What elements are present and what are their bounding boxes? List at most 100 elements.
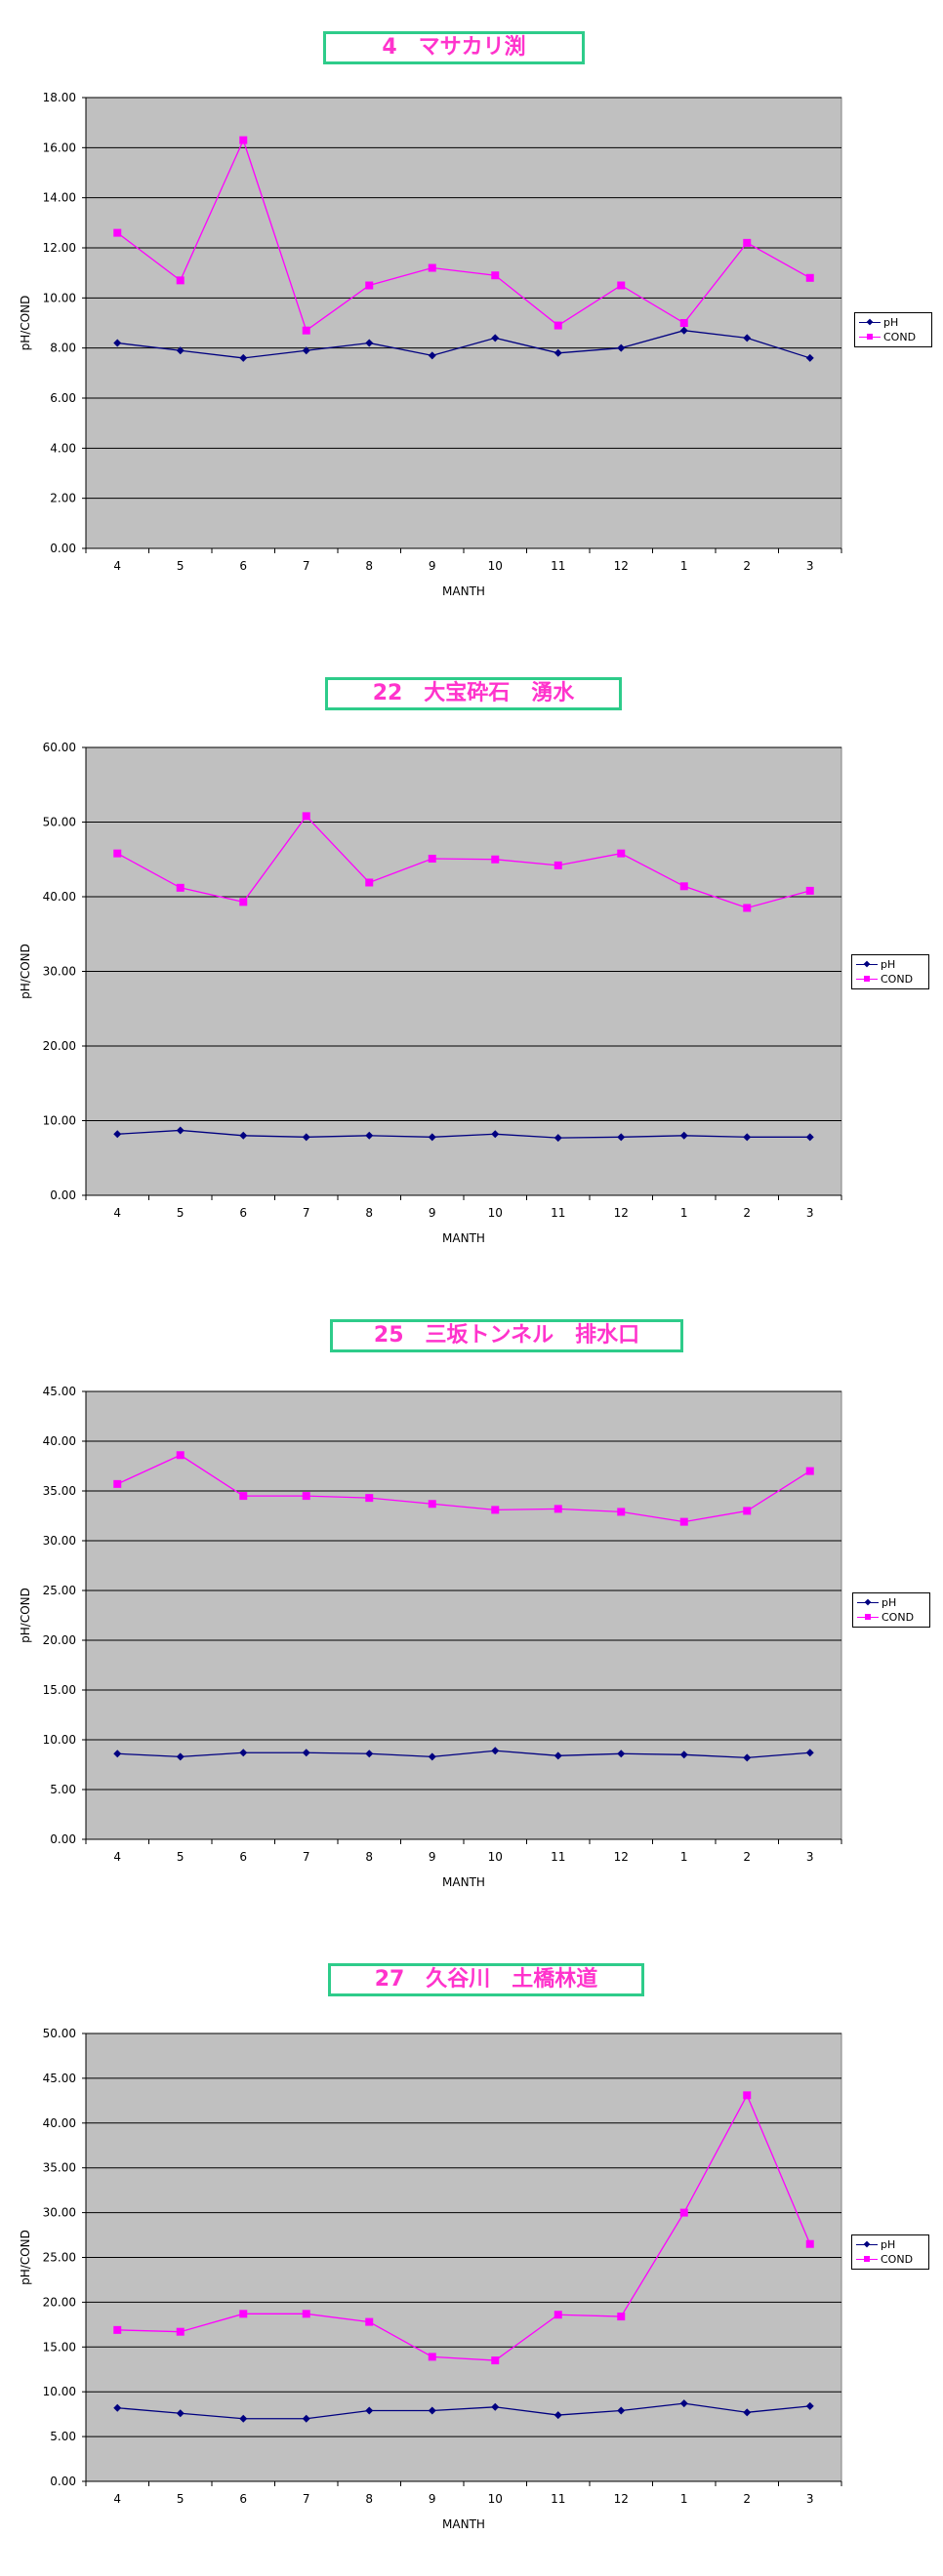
data-point-ph [805,1749,814,1757]
y-tick-label: 40.00 [43,1434,76,1448]
data-point-cond [428,2353,436,2361]
x-tick-label: 10 [488,1206,503,1220]
y-tick-label: 18.00 [43,91,76,104]
legend-item-ph: pH [856,957,924,972]
y-tick-label: 45.00 [43,1385,76,1398]
y-tick-label: 20.00 [43,2295,76,2309]
x-tick-label: 6 [239,1206,247,1220]
legend-item-cond: COND [857,1610,925,1625]
data-point-ph [302,2414,310,2423]
data-point-cond [491,271,500,280]
y-tick-label: 30.00 [43,1534,76,1548]
data-point-cond [113,228,122,237]
y-tick-label: 6.00 [50,391,76,405]
chart-title: 25 三坂トンネル 排水口 [330,1319,683,1352]
x-tick-label: 1 [680,1206,688,1220]
x-tick-label: 8 [365,559,373,573]
data-point-ph [679,326,688,335]
data-point-cond [554,321,562,330]
y-tick-label: 10.00 [43,291,76,304]
data-point-cond [113,2325,122,2334]
legend-label: pH [881,958,896,971]
y-axis-title: pH/COND [19,1588,32,1643]
data-point-ph [176,1126,184,1135]
data-point-cond [679,319,688,327]
data-point-ph [176,1752,184,1761]
data-point-cond [805,886,814,895]
x-tick-label: 6 [239,1850,247,1864]
data-point-cond [113,1479,122,1488]
data-point-cond [428,263,436,272]
x-tick-label: 7 [303,1206,310,1220]
plot-area [85,97,842,549]
legend-label: COND [882,1611,915,1624]
data-point-ph [302,1133,310,1142]
x-tick-label: 4 [113,1850,121,1864]
data-point-ph [113,1750,122,1758]
x-tick-label: 3 [806,1850,814,1864]
data-point-cond [239,2310,248,2318]
data-point-cond [365,281,374,290]
data-point-ph [113,339,122,347]
data-point-ph [302,346,310,355]
data-point-ph [176,346,184,355]
data-point-ph [428,1133,436,1142]
x-tick-label: 11 [551,2492,565,2506]
y-tick-label: 45.00 [43,2072,76,2085]
legend-item-cond: COND [856,2252,924,2267]
x-tick-label: 12 [614,1206,629,1220]
series-line-ph [117,1129,810,1139]
y-tick-label: 50.00 [43,2027,76,2040]
x-tick-label: 11 [551,1850,565,1864]
y-tick-label: 35.00 [43,1484,76,1498]
x-tick-label: 10 [488,559,503,573]
data-point-ph [428,2406,436,2415]
y-tick-label: 15.00 [43,1683,76,1697]
data-point-ph [428,1752,436,1761]
data-point-cond [302,812,310,821]
data-point-cond [176,276,184,285]
data-point-ph [805,353,814,362]
series-line-cond [116,1454,811,1523]
data-point-cond [113,849,122,858]
data-point-ph [365,339,374,347]
series-line-ph [117,330,810,359]
data-point-cond [743,904,752,912]
x-tick-label: 7 [303,559,310,573]
y-axis-title: pH/COND [19,296,32,351]
data-point-cond [365,1494,374,1503]
legend-label: pH [882,1596,897,1609]
data-point-cond [554,2311,562,2319]
data-point-ph [743,334,752,342]
data-point-ph [491,1130,500,1139]
legend-item-cond: COND [856,972,924,986]
data-point-ph [554,1134,562,1143]
plot-area [85,1390,842,1840]
chart-legend: pH COND [851,2234,929,2270]
data-point-ph [679,1131,688,1140]
y-axis-title: pH/COND [19,2230,32,2285]
square-marker-icon [859,333,881,342]
data-point-ph [428,351,436,360]
x-tick-label: 8 [365,2492,373,2506]
square-marker-icon [856,2255,878,2265]
chart-svg: 0.00 5.00 10.00 15.00 20.00 25.00 30.00 35.00 40… [19,2027,842,2531]
y-tick-label: 30.00 [43,965,76,979]
data-point-ph [239,353,248,362]
data-point-ph [743,1133,752,1142]
x-tick-label: 2 [743,559,751,573]
data-point-ph [617,343,626,352]
diamond-marker-icon [856,2240,878,2250]
data-point-ph [743,1753,752,1762]
data-point-cond [617,281,626,290]
data-point-cond [743,2091,752,2100]
diamond-marker-icon [856,960,878,970]
x-tick-label: 2 [743,2492,751,2506]
x-axis-title: MANTH [442,1231,485,1245]
y-tick-label: 50.00 [43,816,76,829]
series-line-cond [116,138,811,332]
data-point-ph [239,2414,248,2423]
x-tick-label: 9 [429,2492,436,2506]
data-point-ph [617,1133,626,1142]
y-tick-label: 15.00 [43,2340,76,2354]
